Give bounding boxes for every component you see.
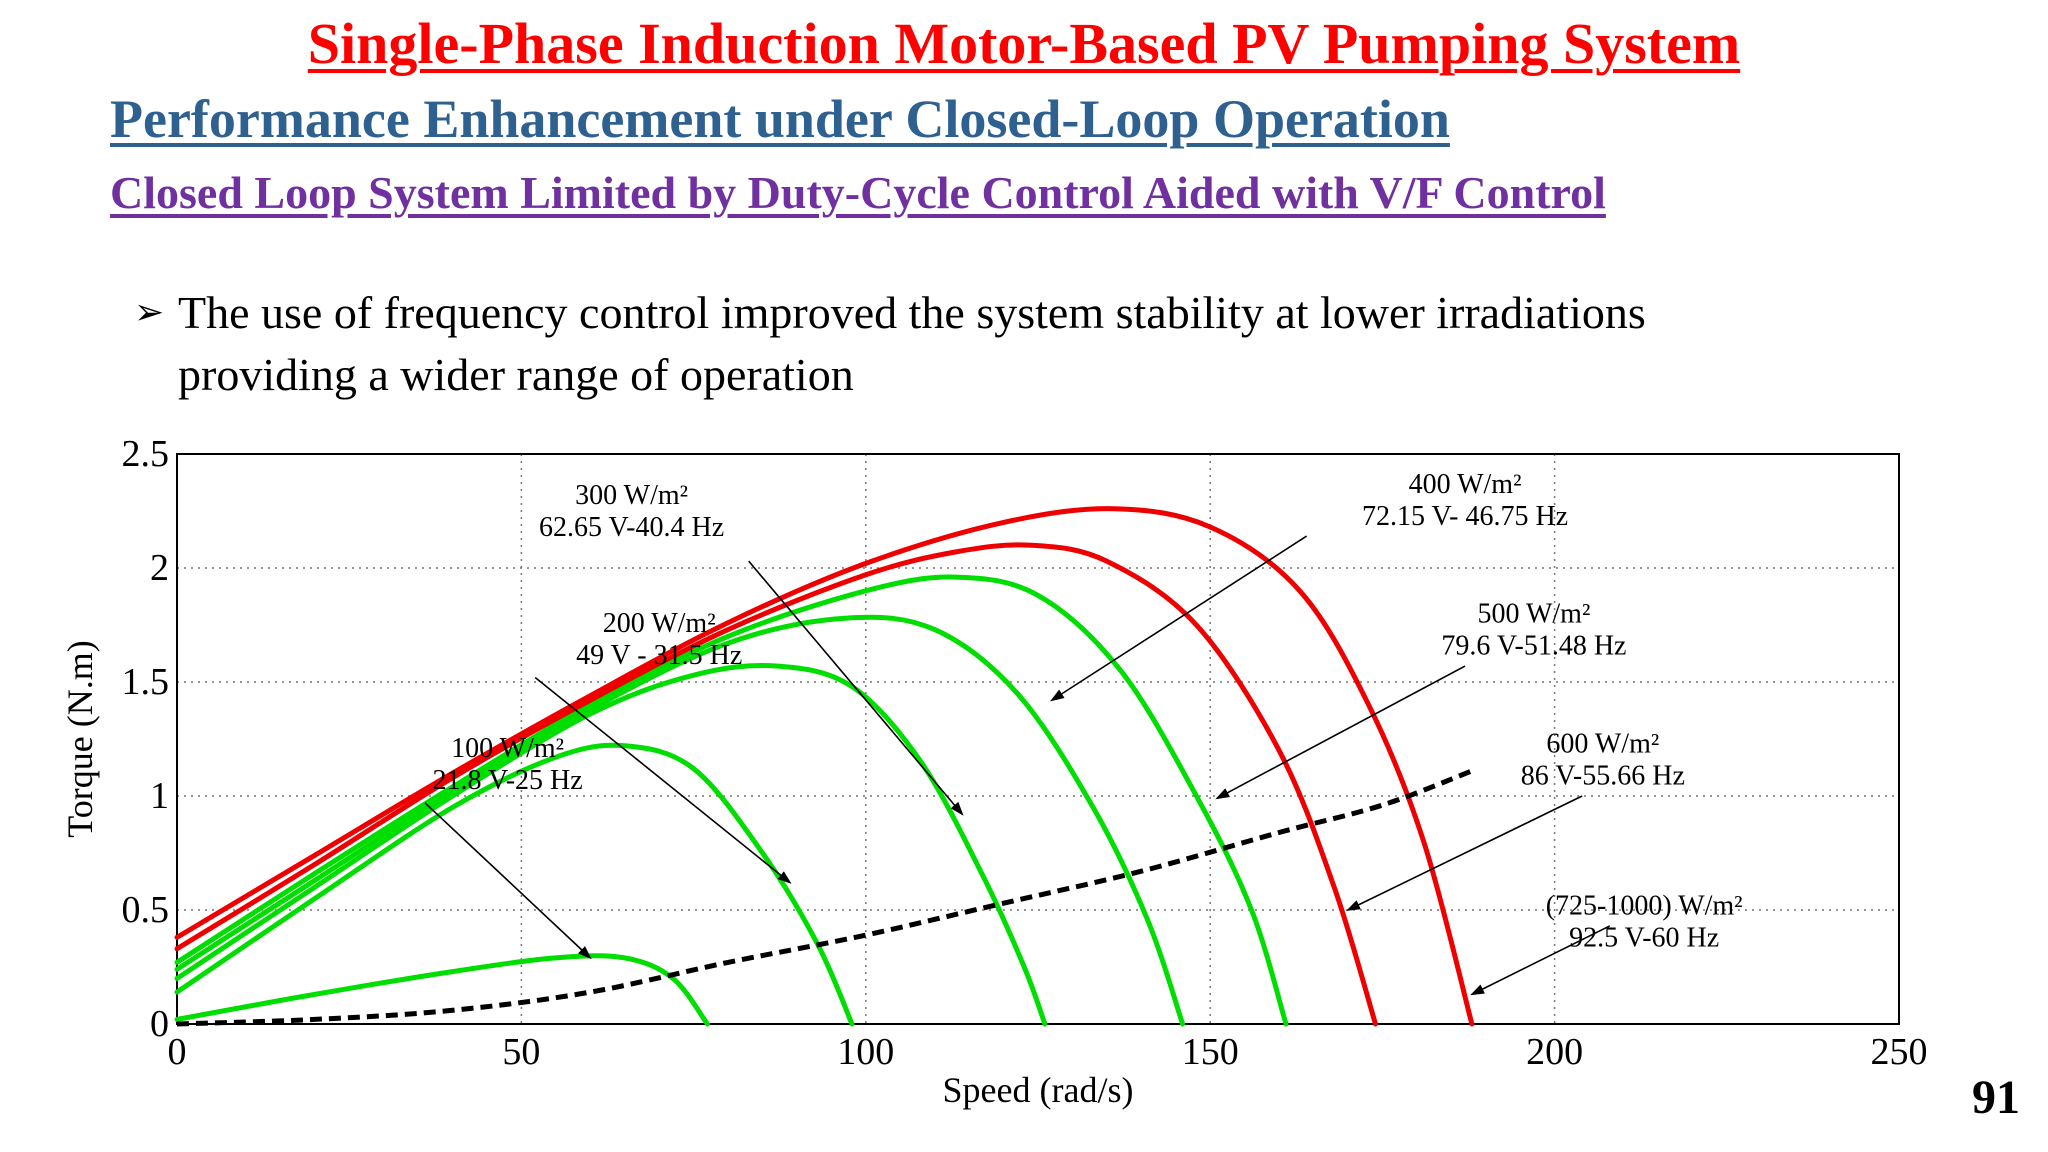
- y-tick-label: 1.5: [122, 661, 170, 703]
- annotation-voltage-frequency: 92.5 V-60 Hz: [1569, 923, 1719, 954]
- annotation-voltage-frequency: 21.8 V-25 Hz: [433, 765, 583, 796]
- annotation-arrow: [1050, 535, 1308, 702]
- y-axis-label: Torque (N.m): [60, 640, 100, 837]
- annotation-arrow: [748, 560, 964, 816]
- torque-curve-line-2: [174, 742, 855, 1027]
- torque-curve-line-4: [174, 614, 1186, 1027]
- series-group: [174, 506, 1475, 1027]
- page-number: 91: [1972, 1071, 2020, 1124]
- torque-curve-line-6: [174, 542, 1378, 1027]
- annotation-arrow: [424, 802, 592, 960]
- bullet-line-2: providing a wider range of operation: [178, 349, 854, 400]
- slide-subtitle: Performance Enhancement under Closed-Loo…: [110, 89, 1450, 149]
- x-tick-label: 100: [837, 1031, 894, 1073]
- torque-speed-chart: 0 50 100 150 200 250 0 0.5 1 1.5 2 2.5 100 W/m²21.8…: [60, 433, 1928, 1110]
- x-tick-label: 250: [1871, 1031, 1928, 1073]
- axis-ticks: 0 50 100 150 200 250 0 0.5 1 1.5 2 2.5: [122, 433, 1928, 1073]
- annotation-irradiance: (725-1000) W/m²: [1546, 891, 1743, 922]
- annotation-voltage-frequency: 62.65 V-40.4 Hz: [539, 512, 724, 543]
- x-axis-label: Speed (rad/s): [943, 1070, 1134, 1110]
- annotation-irradiance: 300 W/m²: [575, 480, 688, 511]
- bullet-line-1: The use of frequency control improved th…: [178, 287, 1646, 338]
- annotation-irradiance: 600 W/m²: [1546, 729, 1659, 760]
- annotation-voltage-frequency: 86 V-55.66 Hz: [1521, 761, 1685, 792]
- x-tick-label: 0: [168, 1031, 187, 1073]
- slide-title: Single-Phase Induction Motor-Based PV Pu…: [0, 12, 2048, 76]
- annotation-irradiance: 500 W/m²: [1477, 599, 1590, 630]
- y-tick-label: 0: [150, 1003, 169, 1045]
- torque-curve-line-7: [174, 506, 1475, 1027]
- slide-section-heading: Closed Loop System Limited by Duty-Cycle…: [110, 167, 1606, 218]
- x-tick-label: 200: [1526, 1031, 1583, 1073]
- annotation-irradiance: 100 W/m²: [451, 733, 564, 764]
- annotation-arrow: [1215, 665, 1466, 800]
- bullet-arrow-icon: ➢: [134, 292, 165, 333]
- x-tick-label: 150: [1182, 1031, 1239, 1073]
- annotation-arrow: [1346, 795, 1583, 911]
- y-tick-label: 2.5: [122, 433, 170, 475]
- y-tick-label: 1: [150, 775, 169, 817]
- y-tick-label: 0.5: [122, 889, 170, 931]
- annotation-arrow: [1470, 925, 1611, 996]
- torque-curve-line-5: [174, 574, 1289, 1027]
- annotation-voltage-frequency: 49 V - 31.5 Hz: [576, 640, 742, 671]
- y-tick-label: 2: [150, 547, 169, 589]
- torque-curve-line-1: [174, 953, 710, 1027]
- annotation-arrow: [534, 676, 792, 884]
- annotation-voltage-frequency: 79.6 V-51.48 Hz: [1441, 631, 1626, 662]
- annotation-irradiance: 400 W/m²: [1409, 469, 1522, 500]
- torque-curve-line-3: [174, 662, 1048, 1027]
- slide-title-text: Single-Phase Induction Motor-Based PV Pu…: [307, 11, 1741, 76]
- annotation-voltage-frequency: 72.15 V- 46.75 Hz: [1362, 501, 1568, 532]
- annotation-irradiance: 200 W/m²: [603, 608, 716, 639]
- grid: [177, 454, 1899, 1024]
- load-curve-line: [176, 768, 1473, 1027]
- plot-frame: [176, 453, 1900, 1025]
- bullet-point: ➢ The use of frequency control improved …: [134, 282, 1646, 406]
- x-tick-label: 50: [502, 1031, 540, 1073]
